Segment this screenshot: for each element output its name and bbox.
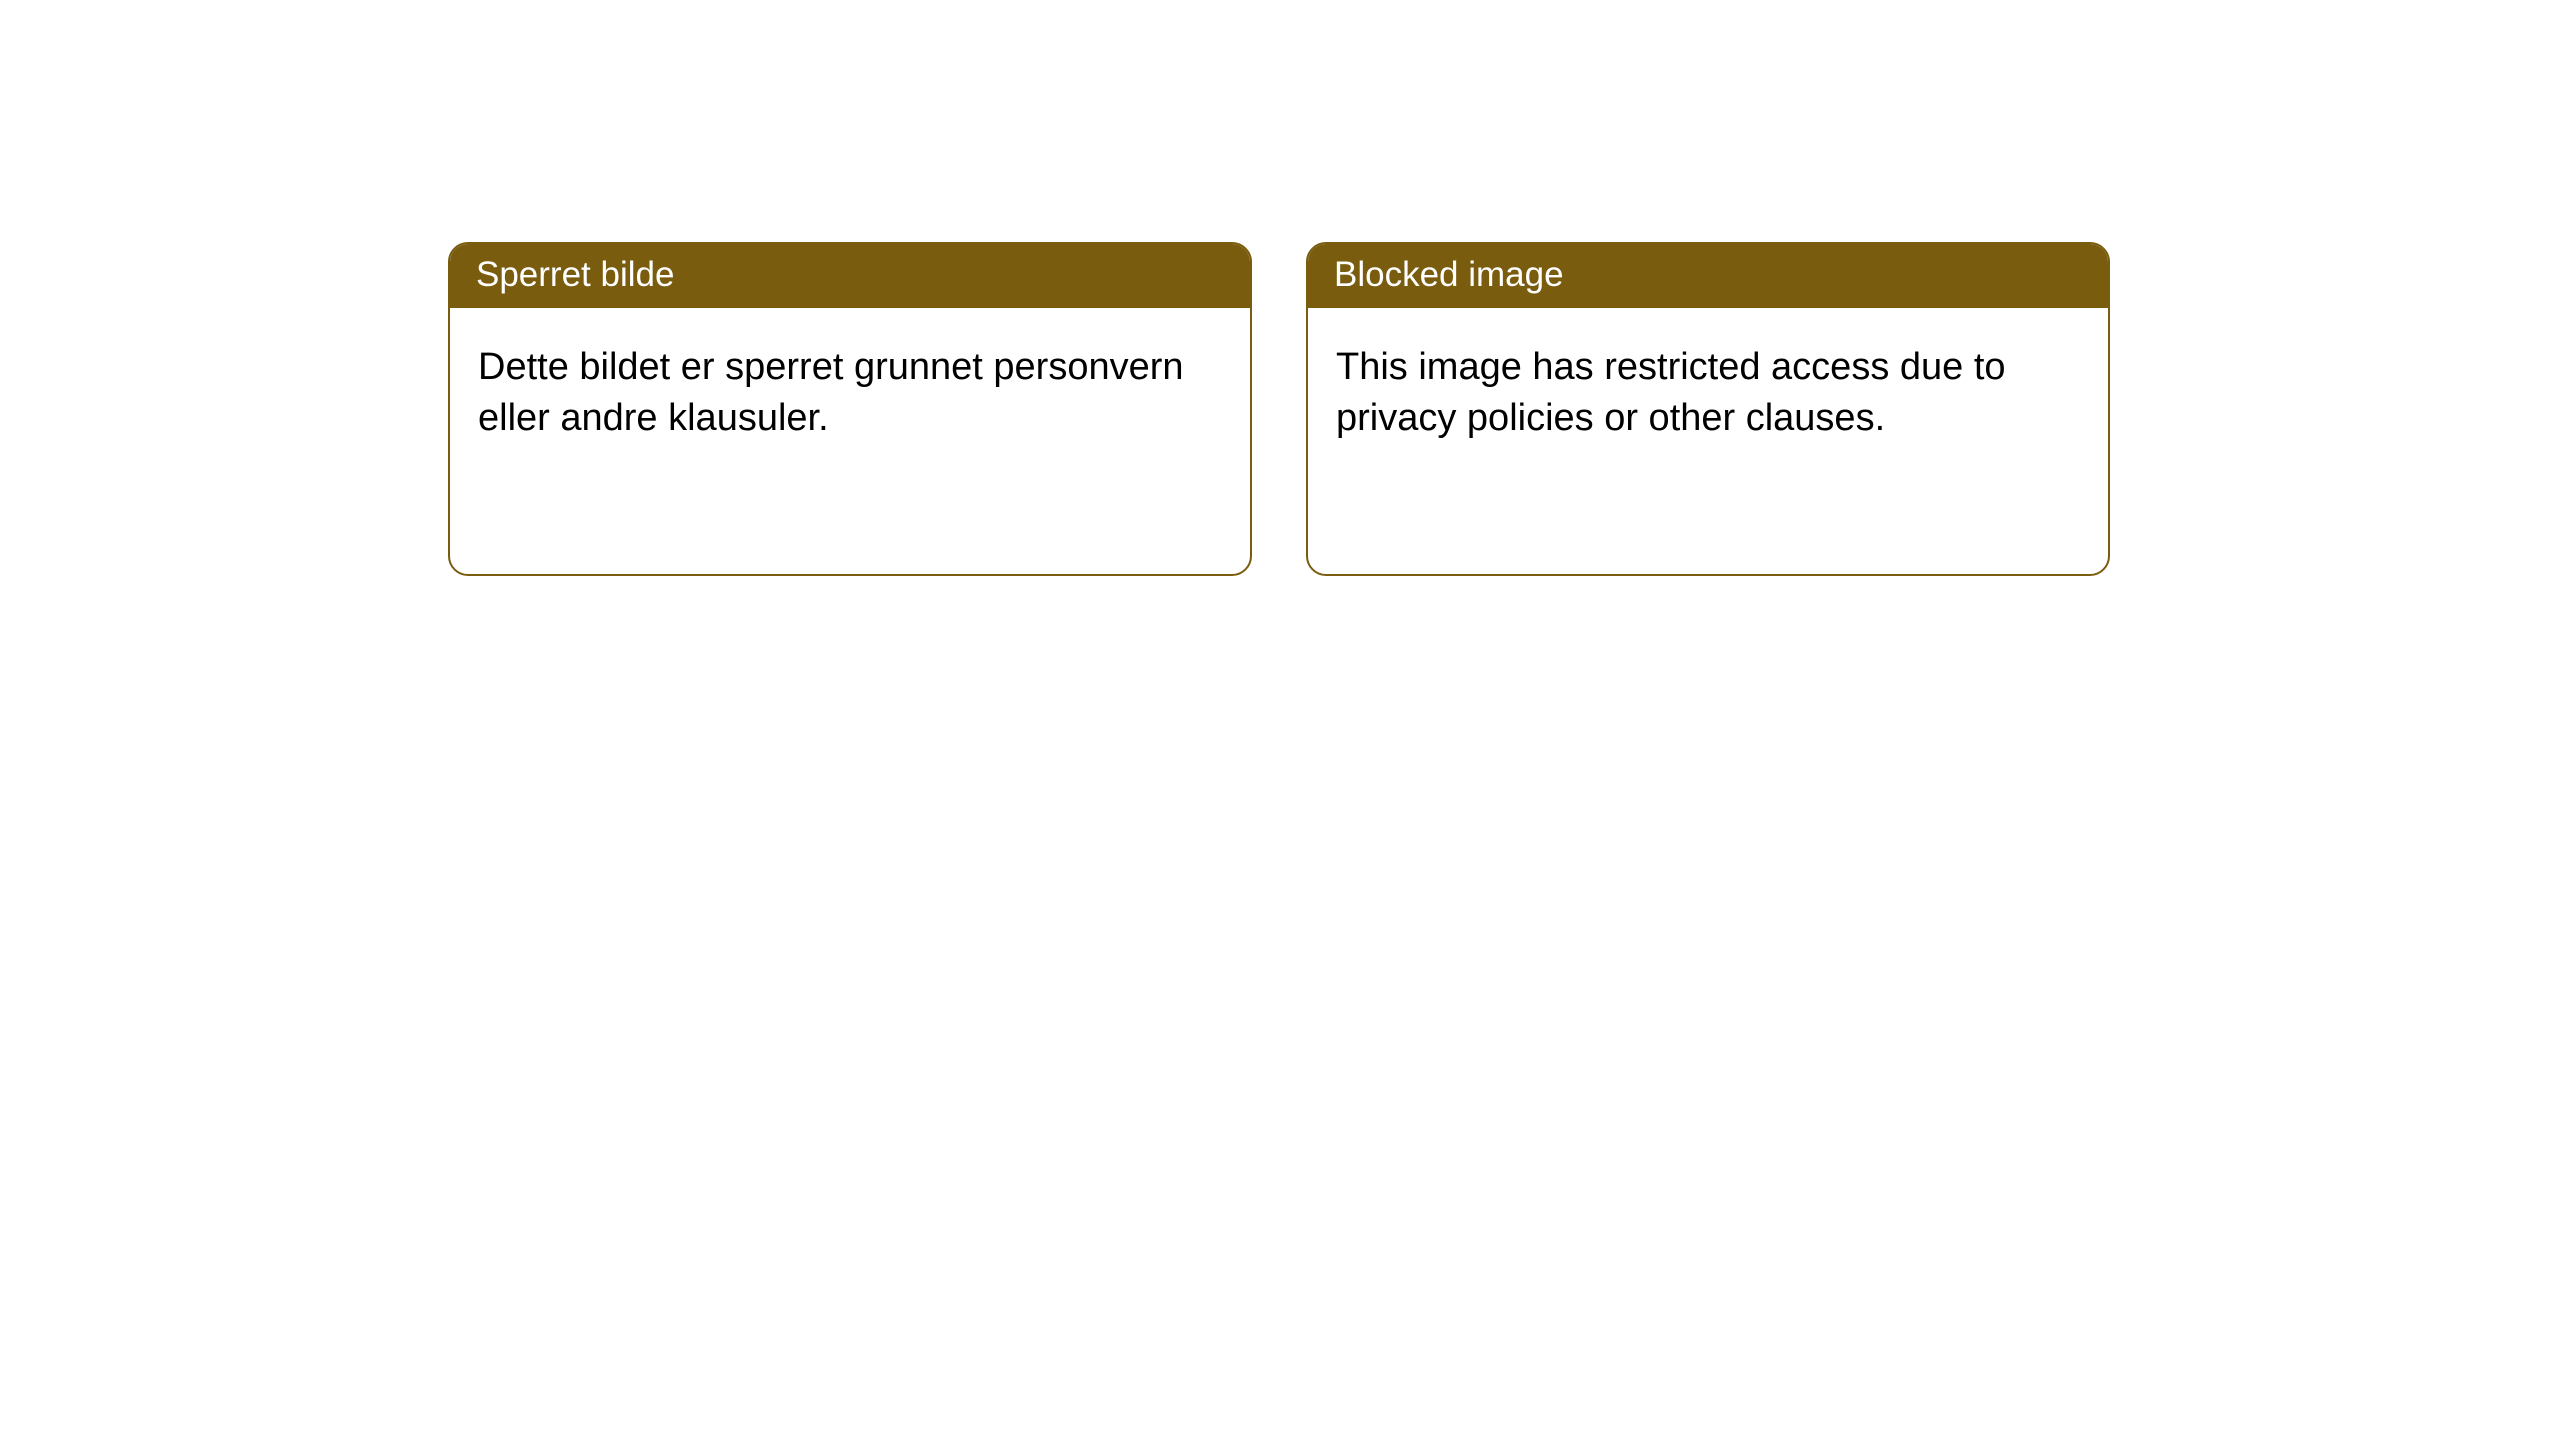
card-english: Blocked image This image has restricted …	[1306, 242, 2110, 576]
card-body-english: This image has restricted access due to …	[1308, 308, 2108, 479]
card-header-english: Blocked image	[1308, 244, 2108, 308]
cards-container: Sperret bilde Dette bildet er sperret gr…	[0, 0, 2560, 576]
card-body-norwegian: Dette bildet er sperret grunnet personve…	[450, 308, 1250, 479]
card-header-norwegian: Sperret bilde	[450, 244, 1250, 308]
card-norwegian: Sperret bilde Dette bildet er sperret gr…	[448, 242, 1252, 576]
